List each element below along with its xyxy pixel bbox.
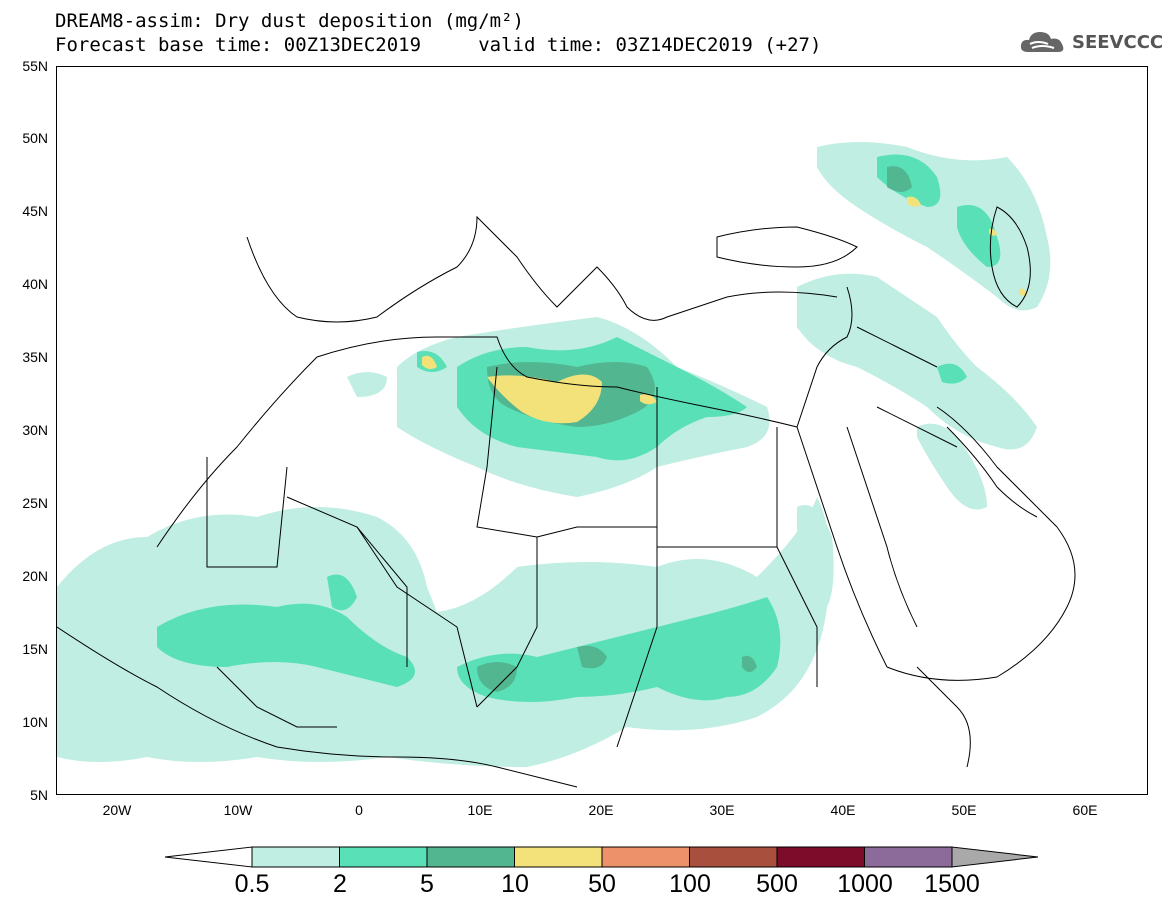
colorbar-label-100: 100 <box>669 870 711 898</box>
forecast-time-subtitle: Forecast base time: 00Z13DEC2019 valid t… <box>55 34 822 56</box>
lat-tick-40n: 40N <box>22 276 48 292</box>
colorbar-label-5: 5 <box>420 870 434 898</box>
lon-tick-20w: 20W <box>102 802 132 818</box>
lon-tick-60e: 60E <box>1072 802 1098 818</box>
colorbar-box-6 <box>776 846 865 868</box>
colorbar-box-7 <box>864 846 953 868</box>
colorbar-label-2: 2 <box>333 870 347 898</box>
colorbar-box-5 <box>689 846 778 868</box>
lat-tick-15n: 15N <box>22 641 48 657</box>
colorbar-over-arrow <box>951 846 1039 868</box>
lon-tick-10w: 10W <box>223 802 253 818</box>
cloud-icon <box>1020 32 1064 52</box>
sahel-mid-east <box>457 597 781 702</box>
sahel-mid-west <box>157 603 415 687</box>
lat-tick-35n: 35N <box>22 349 48 365</box>
lat-tick-45n: 45N <box>22 203 48 219</box>
chart-title: DREAM8-assim: Dry dust deposition (mg/m²… <box>55 10 524 32</box>
colorbar-box-2 <box>426 846 515 868</box>
levant-low <box>797 273 1037 450</box>
lake-chad-high <box>477 662 517 692</box>
dust-field-0-5 <box>57 142 1051 767</box>
colorbar-label-10: 10 <box>501 870 529 898</box>
colorbar-box-3 <box>514 846 603 868</box>
colorbar-box-0 <box>251 846 340 868</box>
colorbar-label-1000: 1000 <box>837 870 893 898</box>
lat-tick-5n: 5N <box>30 787 48 803</box>
colorbar-label-50: 50 <box>588 870 616 898</box>
lat-tick-50n: 50N <box>22 130 48 146</box>
lon-tick-30e: 30E <box>709 802 735 818</box>
caspian-peak <box>907 196 921 207</box>
lat-tick-30n: 30N <box>22 422 48 438</box>
colorbar-under-arrow <box>164 846 253 868</box>
lon-tick-10e: 10E <box>467 802 493 818</box>
sirte-peak <box>487 374 602 424</box>
lat-tick-55n: 55N <box>22 58 48 74</box>
lat-tick-10n: 10N <box>22 714 48 730</box>
colorbar-label-0-5: 0.5 <box>234 870 270 898</box>
colorbar-label-500: 500 <box>756 870 798 898</box>
map-panel <box>56 66 1148 795</box>
lon-tick-40e: 40E <box>830 802 856 818</box>
colorbar-box-4 <box>601 846 690 868</box>
dust-field-10 <box>422 196 1027 424</box>
logo-text: SEEVCCC <box>1072 31 1164 53</box>
lat-tick-25n: 25N <box>22 495 48 511</box>
colorbar-label-1500: 1500 <box>924 870 980 898</box>
colorbar-box-1 <box>339 846 428 868</box>
lat-tick-20n: 20N <box>22 568 48 584</box>
coastlines-borders <box>57 206 1076 788</box>
lon-tick-50e: 50E <box>951 802 977 818</box>
lon-tick-20e: 20E <box>588 802 614 818</box>
sahel-belt-low <box>57 497 831 767</box>
dust-field-2 <box>157 154 1001 702</box>
lon-tick-0: 0 <box>355 802 363 818</box>
seevccc-logo: SEEVCCC <box>1018 27 1163 57</box>
